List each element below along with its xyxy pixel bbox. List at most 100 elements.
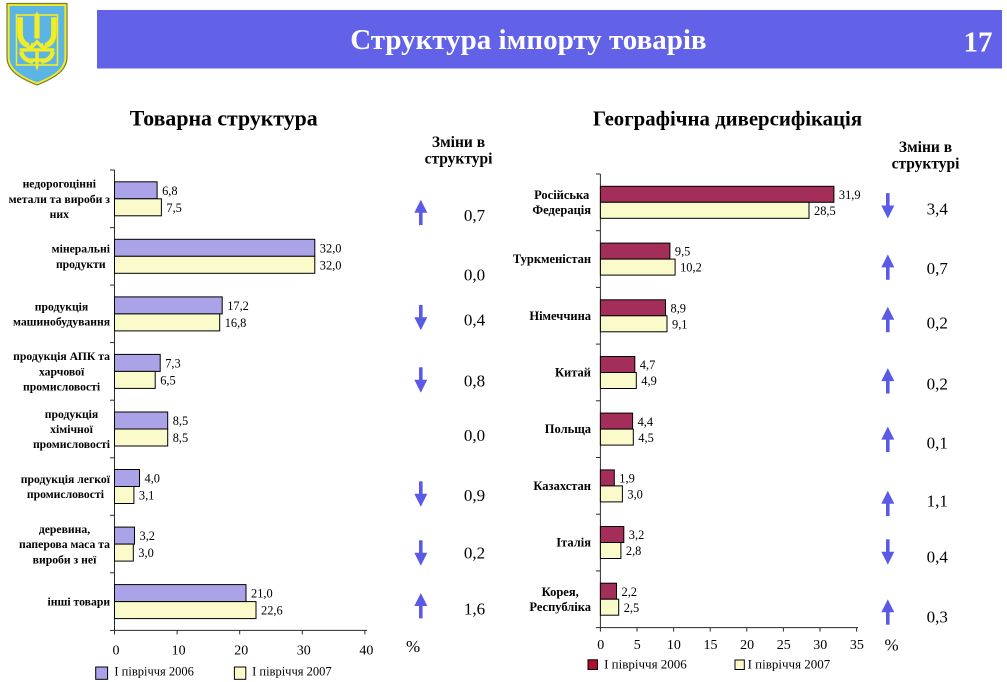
svg-text:Структура імпорту товарів: Структура імпорту товарів: [350, 24, 706, 56]
svg-text:6,8: 6,8: [162, 184, 178, 198]
svg-text:Туркменістан: Туркменістан: [513, 252, 591, 266]
svg-text:мінеральні: мінеральні: [52, 243, 111, 256]
svg-text:5: 5: [634, 638, 641, 653]
svg-text:1,1: 1,1: [927, 492, 948, 511]
svg-text:0,3: 0,3: [927, 608, 948, 627]
svg-text:продукція: продукція: [35, 300, 89, 313]
svg-text:3,0: 3,0: [627, 488, 643, 502]
svg-text:40: 40: [359, 644, 373, 659]
svg-text:1,9: 1,9: [619, 472, 635, 486]
svg-text:продукція АПК та: продукція АПК та: [13, 350, 110, 363]
svg-text:І півріччя 2006: І півріччя 2006: [604, 657, 687, 672]
svg-text:4,4: 4,4: [638, 415, 654, 429]
svg-text:31,9: 31,9: [839, 188, 861, 202]
svg-text:Географічна диверсифікація: Географічна диверсифікація: [593, 108, 862, 131]
svg-text:1,6: 1,6: [464, 600, 485, 619]
svg-text:35: 35: [850, 638, 864, 653]
svg-text:І півріччя 2007: І півріччя 2007: [252, 665, 332, 679]
svg-text:9,1: 9,1: [672, 317, 688, 331]
svg-text:20: 20: [234, 644, 248, 659]
svg-text:3,2: 3,2: [140, 529, 156, 543]
svg-text:28,5: 28,5: [814, 204, 836, 218]
svg-text:4,0: 4,0: [145, 472, 161, 486]
svg-text:0,7: 0,7: [464, 206, 486, 225]
svg-text:%: %: [406, 637, 420, 656]
svg-text:16,8: 16,8: [225, 316, 247, 330]
svg-text:структурі: структурі: [892, 156, 961, 173]
svg-text:7,5: 7,5: [166, 201, 182, 215]
svg-text:промисловості: промисловості: [33, 438, 111, 451]
svg-text:10: 10: [667, 638, 681, 653]
svg-text:них: них: [50, 208, 69, 221]
svg-text:Зміни в: Зміни в: [432, 134, 485, 151]
svg-text:Китай: Китай: [555, 366, 591, 380]
svg-text:21,0: 21,0: [251, 587, 273, 601]
svg-text:4,5: 4,5: [638, 431, 654, 445]
svg-text:4,9: 4,9: [641, 374, 657, 388]
svg-text:продукти: продукти: [56, 258, 106, 271]
svg-text:промисловості: промисловості: [23, 381, 101, 394]
svg-text:3,4: 3,4: [927, 200, 949, 219]
svg-text:недорогоцінні: недорогоцінні: [23, 178, 97, 191]
svg-text:Німеччина: Німеччина: [529, 309, 591, 323]
svg-text:3,2: 3,2: [629, 528, 645, 542]
svg-text:0,4: 0,4: [464, 311, 486, 330]
svg-text:хімічної: хімічної: [50, 423, 93, 436]
svg-text:17,2: 17,2: [227, 299, 249, 313]
svg-text:10,2: 10,2: [680, 261, 702, 275]
svg-text:8,5: 8,5: [173, 431, 189, 445]
svg-text:0,0: 0,0: [464, 266, 485, 285]
svg-text:8,5: 8,5: [173, 414, 189, 428]
svg-text:Республіка: Республіка: [529, 600, 591, 614]
svg-text:0: 0: [113, 644, 120, 659]
svg-text:Польща: Польща: [545, 422, 592, 436]
svg-text:деревина,: деревина,: [39, 523, 90, 536]
svg-text:10: 10: [172, 644, 186, 659]
svg-text:30: 30: [297, 644, 311, 659]
svg-text:0,2: 0,2: [464, 544, 485, 563]
svg-text:0,7: 0,7: [927, 259, 949, 278]
svg-text:промисловості: промисловості: [27, 488, 105, 501]
svg-text:22,6: 22,6: [261, 604, 283, 618]
svg-text:паперова маса та: паперова маса та: [19, 538, 110, 551]
svg-text:8,9: 8,9: [671, 301, 687, 315]
svg-text:структурі: структурі: [425, 151, 494, 168]
svg-text:4,7: 4,7: [640, 358, 656, 372]
svg-text:0,8: 0,8: [464, 372, 485, 391]
svg-text:0,9: 0,9: [464, 486, 485, 505]
svg-text:машинобудування: машинобудування: [13, 316, 111, 329]
svg-text:0,4: 0,4: [927, 548, 949, 567]
svg-text:харчової: харчової: [39, 365, 85, 378]
svg-text:0,1: 0,1: [927, 434, 948, 453]
svg-text:15: 15: [704, 638, 718, 653]
svg-text:2,5: 2,5: [624, 601, 640, 615]
svg-text:17: 17: [964, 27, 993, 59]
svg-text:0,2: 0,2: [927, 314, 948, 333]
svg-text:30: 30: [813, 638, 827, 653]
svg-text:3,1: 3,1: [139, 489, 155, 503]
svg-text:20: 20: [740, 638, 754, 653]
svg-text:2,2: 2,2: [622, 585, 638, 599]
svg-text:2,8: 2,8: [626, 544, 642, 558]
svg-text:Італія: Італія: [556, 536, 591, 550]
svg-text:0: 0: [597, 638, 604, 653]
svg-text:І півріччя 2007: І півріччя 2007: [748, 657, 831, 672]
svg-text:Казахстан: Казахстан: [533, 479, 591, 493]
svg-text:продукція: продукція: [45, 408, 99, 421]
svg-text:вироби з неї: вироби з неї: [33, 553, 97, 566]
svg-text:32,0: 32,0: [320, 258, 342, 272]
svg-text:Товарна структура: Товарна структура: [130, 107, 318, 131]
svg-text:0,2: 0,2: [927, 375, 948, 394]
svg-text:продукція легкої: продукція легкої: [21, 473, 111, 486]
svg-text:3,0: 3,0: [138, 546, 154, 560]
svg-text:інші товари: інші товари: [48, 596, 111, 609]
svg-text:7,3: 7,3: [165, 357, 181, 371]
svg-text:25: 25: [777, 638, 791, 653]
svg-text:Корея,: Корея,: [542, 585, 579, 599]
svg-text:6,5: 6,5: [160, 374, 176, 388]
svg-text:32,0: 32,0: [320, 241, 342, 255]
svg-text:%: %: [885, 636, 899, 655]
svg-text:метали та вироби з: метали та вироби з: [9, 193, 111, 206]
svg-text:І півріччя 2006: І півріччя 2006: [114, 665, 194, 679]
svg-text:Зміни в: Зміни в: [899, 139, 952, 156]
